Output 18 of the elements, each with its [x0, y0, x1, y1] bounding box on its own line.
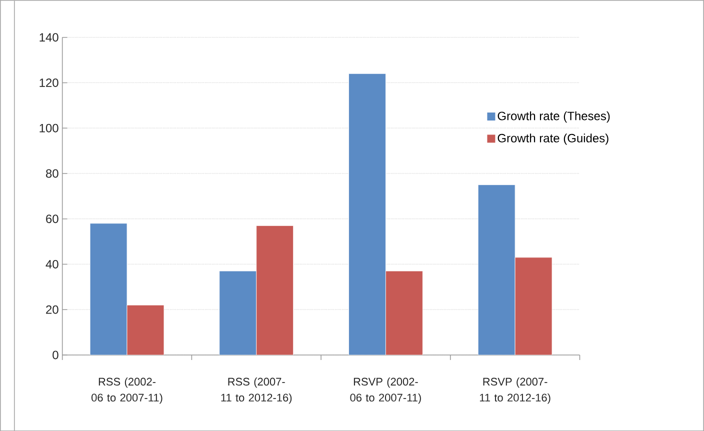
y-tick-label: 120	[40, 78, 58, 87]
y-tick-label: 60	[46, 214, 58, 223]
x-tick-label: RSVP (2007-11 to 2012-16)	[480, 377, 550, 404]
legend-label: Growth rate (Theses)	[498, 111, 610, 122]
x-tick-label: RSVP (2002-06 to 2007-11)	[350, 377, 421, 404]
bar	[256, 225, 294, 355]
bar	[514, 257, 552, 355]
y-tick-label: 100	[40, 124, 58, 132]
bar	[386, 270, 423, 355]
y-tick-label: 80	[46, 169, 58, 178]
legend-label: Growth rate (Guides)	[498, 133, 608, 145]
y-tick-label: 20	[46, 305, 58, 314]
x-tick-label: RSS (2002-06 to 2007-11)	[92, 377, 162, 404]
y-tick-label: 140	[40, 32, 58, 42]
y-tick-label: 40	[46, 260, 58, 268]
x-tick-label: RSS (2007-11 to 2012-16)	[221, 377, 292, 404]
y-tick-label: 0	[52, 350, 58, 360]
bar	[126, 304, 164, 355]
